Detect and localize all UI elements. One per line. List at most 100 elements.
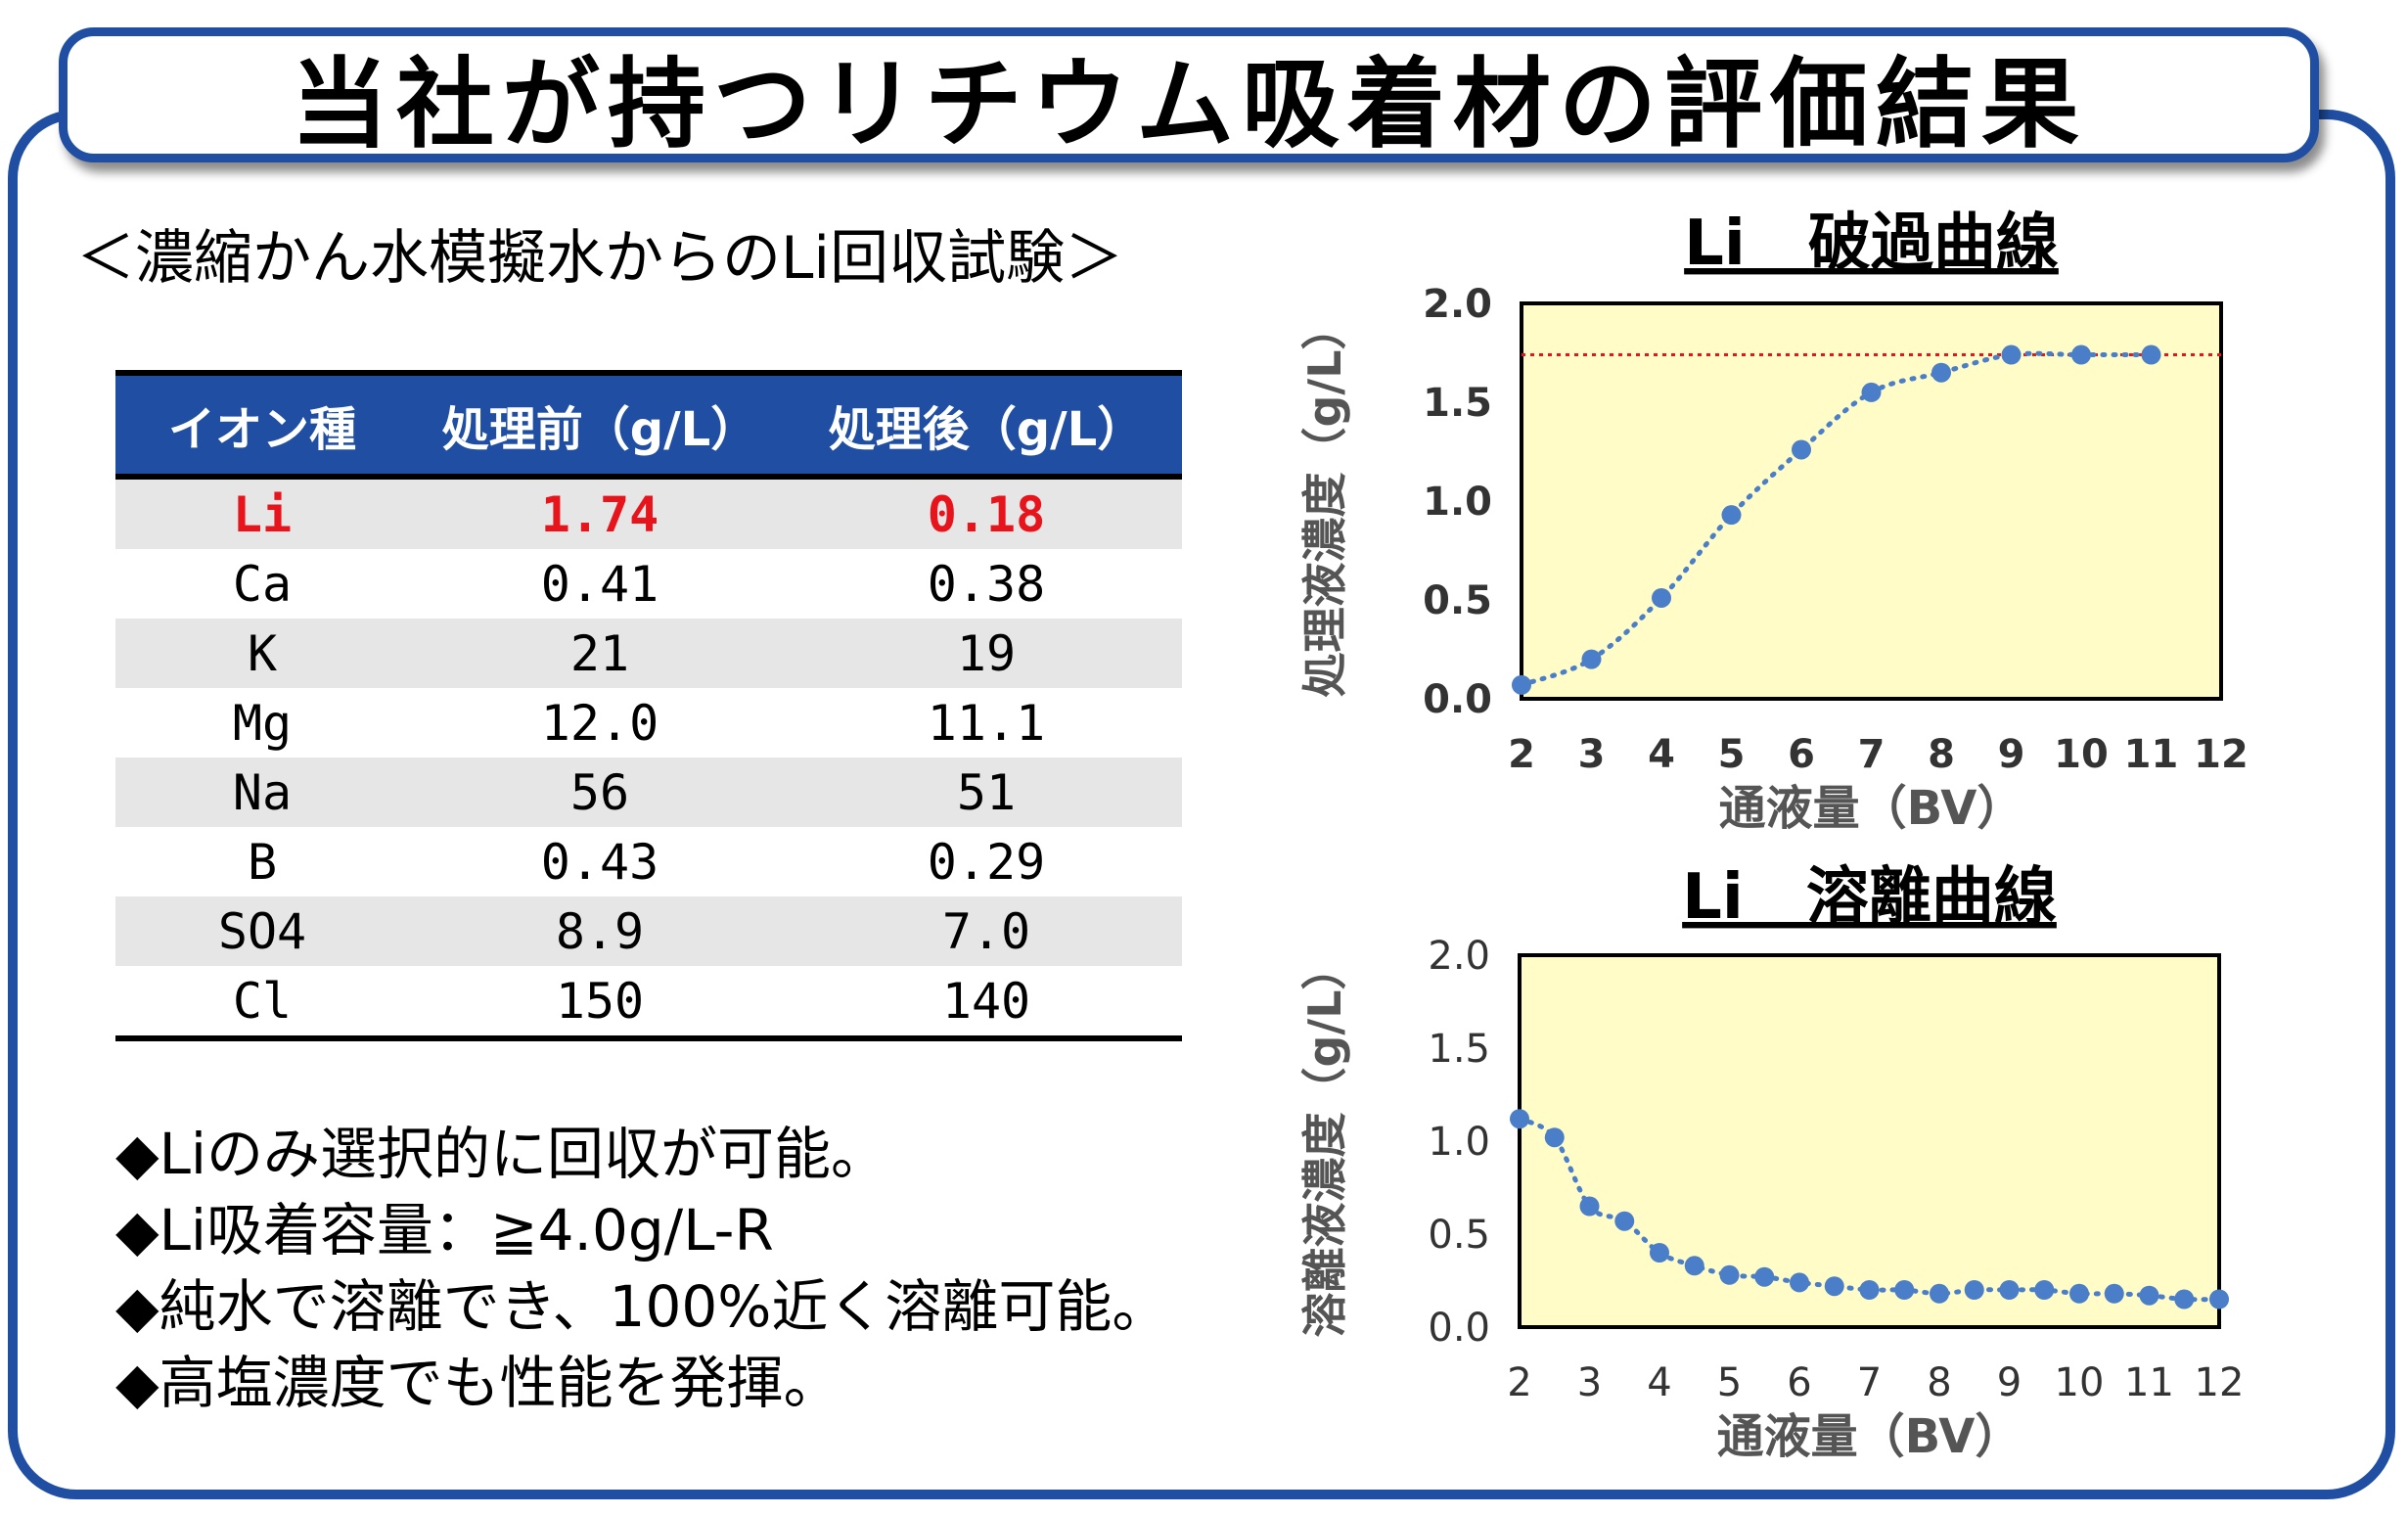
x-tick-label: 4 [1648, 732, 1675, 777]
table-row: Li 1.74 0.18 [115, 480, 1182, 549]
cell-before: 12.0 [540, 694, 659, 752]
y-tick-label: 1.5 [1423, 381, 1492, 426]
cell-before: 0.41 [540, 555, 659, 613]
data-point [1792, 439, 1811, 460]
x-tick-label: 6 [1788, 732, 1815, 777]
table-header-rule [115, 474, 1182, 480]
cell-ion: Li [232, 485, 293, 543]
data-point [1861, 382, 1882, 402]
x-tick-label: 8 [1927, 1360, 1951, 1405]
x-tick-label: 7 [1858, 732, 1886, 777]
table-row: Cl 150 140 [115, 966, 1182, 1035]
x-tick-label: 2 [1508, 732, 1535, 777]
elution-chart: Li 溶離曲線 2 3 4 5 6 7 8 9 10 11 12 0.0 0.5 1.0 1.5 2.0 通液量（… [1298, 861, 2245, 1464]
data-point [1999, 1280, 2020, 1300]
table-row: B 0.43 0.29 [115, 827, 1182, 896]
x-tick-label: 4 [1647, 1360, 1671, 1405]
data-point [1790, 1272, 1809, 1293]
list-item: ◆高塩濃度でも性能を発揮。 [115, 1350, 841, 1416]
chart-title: Li 溶離曲線 [1682, 861, 2057, 934]
cell-before: 150 [555, 972, 645, 1030]
x-tick-label: 12 [2195, 1360, 2245, 1405]
y-tick-label: 1.5 [1428, 1027, 1490, 1072]
data-point [1512, 674, 1531, 695]
table-row: K 21 19 [115, 619, 1182, 688]
ion-table: イオン種 処理前（g/L） 処理後（g/L） Li 1.74 0.18 Ca 0… [115, 370, 1182, 1041]
data-point [1684, 1256, 1704, 1276]
cell-ion: SO4 [217, 902, 307, 960]
y-axis-label: 溶離液濃度（g/L） [1298, 944, 1351, 1337]
x-tick-label: 3 [1578, 732, 1606, 777]
plot-area [1520, 301, 2223, 701]
cell-before: 1.74 [540, 485, 659, 543]
data-point [1930, 1283, 1949, 1304]
data-point [1652, 587, 1671, 608]
data-point [1894, 1280, 1915, 1300]
table-top-rule [115, 370, 1182, 376]
cell-before: 56 [569, 763, 630, 821]
y-tick-label: 1.0 [1428, 1120, 1490, 1165]
cell-after: 0.38 [927, 555, 1046, 613]
data-point [1579, 1196, 1600, 1217]
cell-after: 11.1 [927, 694, 1046, 752]
table-row: Ca 0.41 0.38 [115, 549, 1182, 619]
list-item: ◆Li吸着容量：≧4.0g/L-R [115, 1197, 774, 1263]
table-header: イオン種 処理前（g/L） 処理後（g/L） [115, 376, 1182, 474]
cell-before: 8.9 [555, 902, 645, 960]
data-point [1614, 1211, 1635, 1231]
header-before: 処理前（g/L） [441, 402, 758, 457]
data-point [1824, 1276, 1844, 1297]
y-tick-label: 0.5 [1428, 1213, 1490, 1258]
x-tick-label: 7 [1857, 1360, 1882, 1405]
y-tick-label: 1.0 [1423, 480, 1492, 525]
x-tick-label: 2 [1507, 1360, 1531, 1405]
page-title: 当社が持つリチウム吸着材の評価結果 [291, 46, 2087, 161]
cell-ion: Mg [232, 694, 293, 752]
data-point [2071, 345, 2091, 365]
chart-title: Li 破過曲線 [1684, 207, 2059, 280]
y-axis-label: 処理液濃度（g/L） [1298, 304, 1351, 697]
data-point [1581, 649, 1602, 669]
data-point [1721, 505, 1742, 526]
cell-after: 140 [941, 972, 1031, 1030]
data-point [2174, 1289, 2195, 1309]
cell-after: 7.0 [941, 902, 1031, 960]
cell-before: 0.43 [540, 833, 659, 891]
table-row: Na 56 51 [115, 758, 1182, 827]
data-point [2209, 1289, 2229, 1309]
x-tick-label: 11 [2124, 732, 2179, 777]
data-point [1859, 1280, 1880, 1300]
data-point [1931, 362, 1951, 383]
title-banner: 当社が持つリチウム吸着材の評価結果 [59, 27, 2319, 162]
cell-after: 0.29 [927, 833, 1046, 891]
x-tick-label: 9 [1997, 1360, 2022, 1405]
y-tick-label: 0.0 [1428, 1306, 1490, 1351]
y-tick-label: 2.0 [1423, 282, 1492, 327]
data-point [2034, 1280, 2055, 1300]
data-point [1754, 1266, 1775, 1287]
breakthrough-chart: Li 破過曲線 2 3 4 5 6 7 8 9 10 11 12 0.0 0.5 1.0 1.5 2.0 通液量（… [1298, 207, 2249, 836]
x-tick-label: 12 [2194, 732, 2249, 777]
data-point [1510, 1109, 1529, 1129]
cell-ion: Ca [232, 555, 293, 613]
x-tick-label: 6 [1787, 1360, 1811, 1405]
x-axis-label: 通液量（BV） [1717, 1409, 2022, 1464]
table-bottom-rule [115, 1035, 1182, 1041]
data-point [2141, 345, 2161, 365]
cell-ion: K [247, 624, 278, 682]
cell-after: 0.18 [927, 485, 1046, 543]
cell-before: 21 [569, 624, 630, 682]
x-axis-label: 通液量（BV） [1719, 781, 2024, 836]
data-point [2139, 1285, 2159, 1306]
data-point [1650, 1243, 1669, 1263]
list-item: ◆Liのみ選択的に回収が可能。 [115, 1121, 888, 1187]
x-tick-label: 10 [2054, 732, 2109, 777]
data-point [2104, 1283, 2124, 1304]
data-point [1964, 1280, 1984, 1300]
plot-area [1518, 953, 2221, 1329]
x-tick-label: 5 [1717, 1360, 1742, 1405]
y-tick-label: 2.0 [1428, 934, 1490, 979]
data-point [1719, 1264, 1740, 1285]
header-after: 処理後（g/L） [828, 402, 1145, 457]
data-point [1544, 1127, 1565, 1148]
